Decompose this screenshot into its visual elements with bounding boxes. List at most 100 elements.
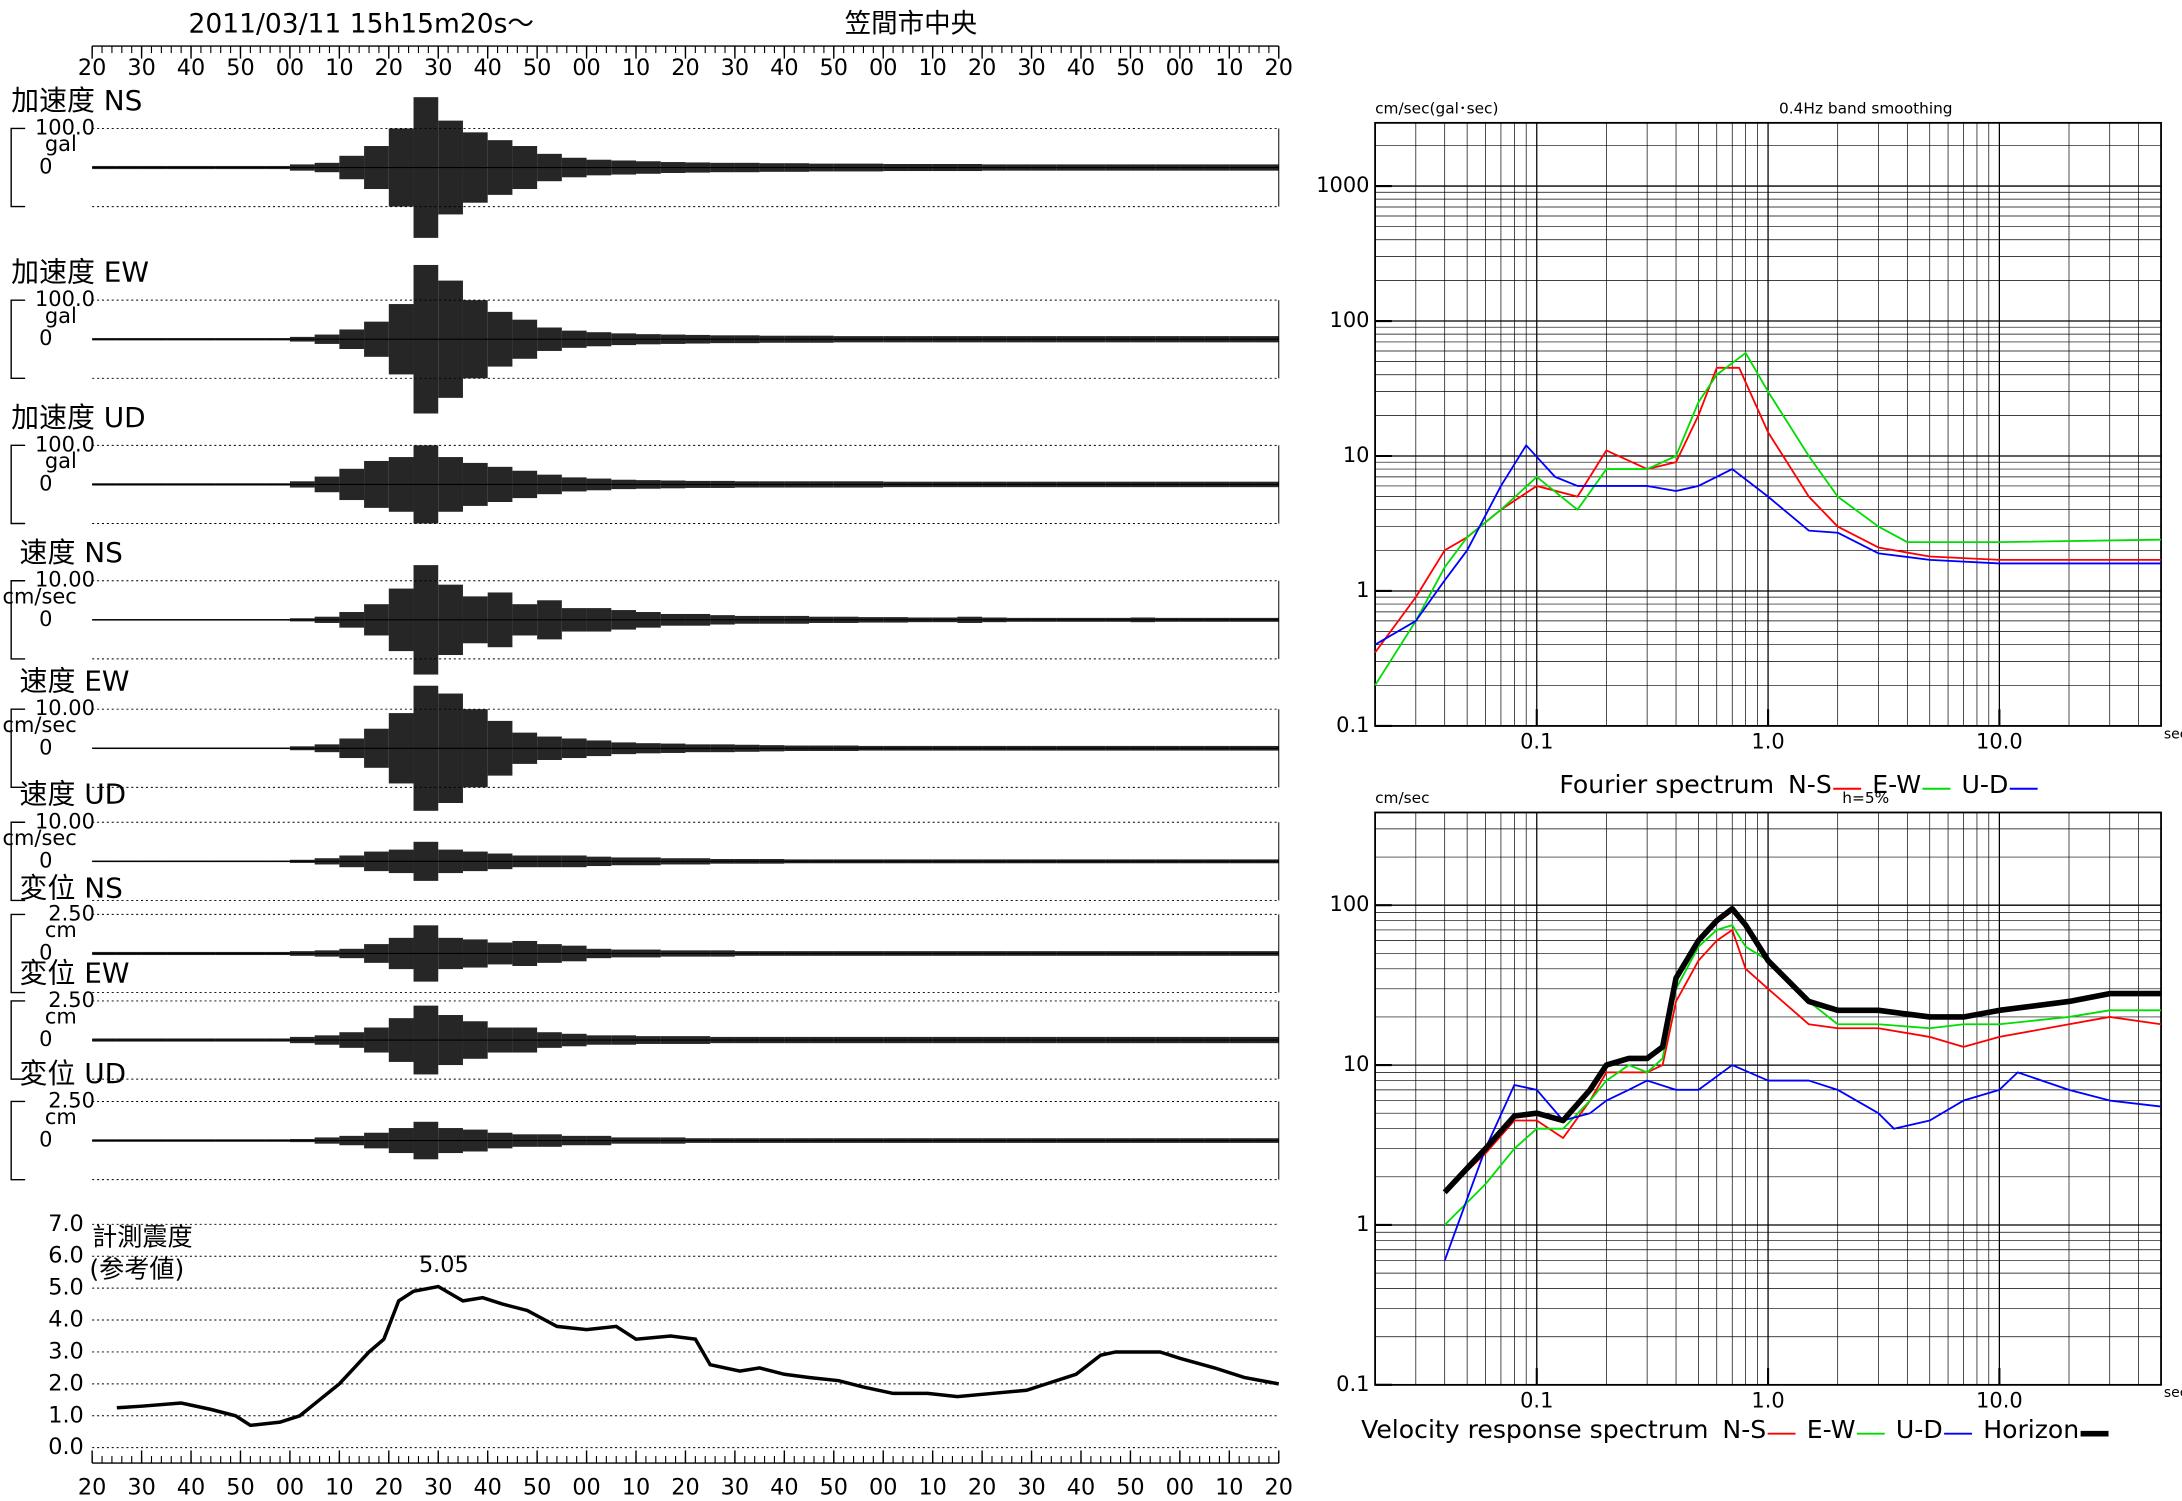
waveform-envelope (636, 857, 661, 866)
waveform-envelope (710, 1138, 735, 1143)
waveform-envelope (833, 951, 859, 956)
waveform-envelope (685, 744, 711, 753)
waveform-envelope (537, 600, 562, 640)
waveform-envelope (438, 937, 463, 970)
waveform-envelope (166, 860, 192, 863)
waveform-envelope (1229, 951, 1255, 956)
waveform-envelope (957, 1036, 983, 1044)
waveform-envelope (1056, 336, 1081, 343)
waveform-envelope (1229, 745, 1255, 751)
waveform-envelope (289, 1036, 315, 1044)
waveform-envelope (759, 951, 785, 956)
waveform-envelope (1204, 1138, 1230, 1143)
waveform-envelope (141, 860, 167, 863)
x-tick-label: 40 (770, 55, 798, 81)
waveform-envelope (1179, 1036, 1205, 1044)
waveform-envelope (1130, 1138, 1156, 1143)
waveform-envelope (1056, 617, 1081, 622)
waveform-envelope (932, 336, 958, 343)
waveform-envelope (561, 477, 587, 492)
waveform-envelope (92, 1038, 117, 1042)
waveform-envelope (1179, 745, 1205, 751)
waveform-envelope (561, 1135, 587, 1146)
waveform-envelope (289, 746, 315, 751)
waveform-envelope (611, 1137, 637, 1144)
waveform-envelope (561, 1033, 587, 1047)
waveform-envelope (265, 1139, 290, 1142)
x-tick-label: 50 (820, 1475, 848, 1501)
waveform-envelope (215, 951, 241, 956)
waveform-envelope (734, 951, 760, 956)
waveform-envelope (462, 851, 488, 872)
waveform-envelope (710, 480, 735, 488)
waveform-envelope (1254, 481, 1279, 488)
waveform-envelope (191, 338, 216, 341)
waveform-envelope (982, 617, 1007, 623)
waveform-envelope (141, 165, 167, 170)
waveform-envelope (166, 483, 192, 486)
waveform-envelope (1254, 1138, 1279, 1143)
waveform-envelope (1254, 951, 1279, 956)
waveform-envelope (537, 855, 562, 868)
waveform-envelope (1130, 336, 1156, 343)
y-tick-label: 1.0 (48, 1402, 84, 1428)
x-tick-label: 1.0 (1751, 730, 1784, 754)
waveform-envelope (339, 612, 365, 628)
waveform-envelope (116, 951, 142, 956)
waveform-envelope (858, 481, 884, 488)
waveform-envelope (759, 1036, 785, 1044)
x-tick-label: 40 (1067, 55, 1095, 81)
waveform-envelope (611, 857, 637, 866)
waveform-envelope (734, 481, 760, 488)
waveform-envelope (1006, 951, 1032, 956)
waveform-envelope (1080, 745, 1106, 751)
waveform-envelope (1229, 1138, 1255, 1143)
waveform-envelope (339, 948, 365, 959)
waveform-envelope (191, 860, 216, 863)
waveform-envelope (364, 1027, 389, 1053)
waveform-envelope (240, 860, 266, 863)
waveform-envelope (512, 604, 538, 636)
waveform-envelope (809, 1036, 834, 1044)
x-tick-label: 20 (671, 1475, 699, 1501)
waveform-envelope (809, 859, 834, 864)
waveform-envelope (858, 951, 884, 956)
trace-label: 加速度 UD (11, 401, 146, 434)
waveform-envelope (166, 1139, 192, 1142)
waveform-envelope (116, 1038, 142, 1042)
waveform-envelope (957, 1138, 983, 1143)
y-tick-label: 0.0 (48, 1434, 84, 1460)
waveform-envelope (833, 859, 859, 864)
x-tick-label: 30 (424, 55, 452, 81)
waveform-envelope (561, 330, 587, 348)
waveform-envelope (166, 747, 192, 750)
waveform-envelope (957, 745, 983, 751)
waveform-envelope (240, 951, 266, 956)
waveform-envelope (413, 841, 439, 881)
waveform-envelope (1155, 164, 1180, 171)
y-tick-label: 0 (39, 848, 52, 872)
legend-label: N-S (1788, 770, 1832, 799)
waveform-envelope (166, 1038, 192, 1042)
waveform-envelope (932, 745, 958, 751)
waveform-envelope (314, 476, 340, 493)
station-name: 笠間市中央 (845, 9, 978, 40)
waveform-envelope (586, 740, 612, 757)
waveform-envelope (1229, 164, 1255, 171)
waveform-envelope (1080, 1138, 1106, 1143)
waveform-envelope (438, 584, 463, 656)
waveform-envelope (1031, 617, 1057, 622)
waveform-envelope (314, 858, 340, 865)
waveform-envelope (1056, 951, 1081, 956)
y-tick-label: 0.1 (1336, 1372, 1369, 1396)
waveform-envelope (710, 335, 735, 344)
waveform-envelope (191, 951, 216, 956)
waveform-envelope (932, 1036, 958, 1044)
waveform-envelope (1204, 481, 1230, 488)
waveform-envelope (1204, 164, 1230, 171)
waveform-envelope (512, 1027, 538, 1053)
y-tick-label: 2.50 (48, 988, 95, 1012)
x-tick-label: 50 (1116, 55, 1144, 81)
x-tick-label: 20 (78, 55, 106, 81)
waveform-envelope (1031, 164, 1057, 171)
